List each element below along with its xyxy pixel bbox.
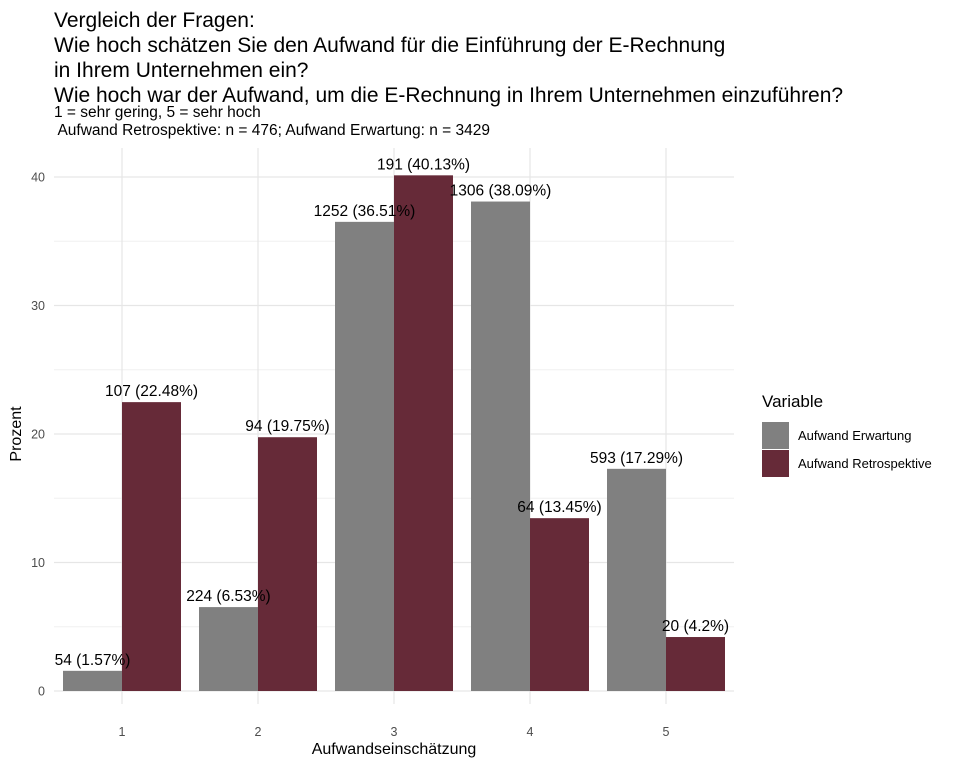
title-line: Wie hoch schätzen Sie den Aufwand für di… bbox=[54, 34, 726, 57]
bar-erwartung-1 bbox=[63, 670, 122, 691]
x-axis-label: Aufwandseinschätzung bbox=[312, 741, 477, 758]
y-tick-label: 30 bbox=[31, 299, 45, 313]
legend-title: Variable bbox=[762, 392, 824, 411]
bar-data-label: 593 (17.29%) bbox=[590, 450, 683, 467]
bar-erwartung-5 bbox=[607, 468, 666, 691]
chart-title: Vergleich der Fragen: Wie hoch schätzen … bbox=[54, 8, 843, 108]
x-axis-ticks: 1 2 3 4 5 bbox=[119, 725, 670, 739]
y-axis-ticks: 0 10 20 30 40 bbox=[31, 171, 45, 699]
legend-item-retrospektive: Aufwand Retrospektive bbox=[762, 450, 932, 477]
bar-erwartung-3 bbox=[335, 221, 394, 691]
bar-data-label: 1252 (36.51%) bbox=[314, 203, 416, 220]
legend-key-erwartung bbox=[762, 422, 789, 449]
title-line: Vergleich der Fragen: bbox=[54, 9, 255, 32]
x-tick-label: 1 bbox=[119, 725, 126, 739]
bar-retrospektive-1 bbox=[122, 402, 181, 691]
y-tick-label: 10 bbox=[31, 556, 45, 570]
x-tick-label: 2 bbox=[255, 725, 262, 739]
y-tick-label: 40 bbox=[31, 171, 45, 185]
subtitle-line: Aufwand Retrospektive: n = 476; Aufwand … bbox=[54, 122, 491, 139]
x-tick-label: 3 bbox=[391, 725, 398, 739]
bar-retrospektive-4 bbox=[530, 518, 589, 691]
bar-labels: 54 (1.57%) 224 (6.53%) 1252 (36.51%) 1306 (… bbox=[55, 156, 730, 668]
bars bbox=[63, 175, 725, 692]
bar-erwartung-4 bbox=[471, 201, 530, 691]
legend-label: Aufwand Erwartung bbox=[798, 428, 912, 443]
y-tick-label: 0 bbox=[38, 685, 45, 699]
title-line: Wie hoch war der Aufwand, um die E-Rechn… bbox=[54, 84, 844, 107]
bar-data-label: 54 (1.57%) bbox=[55, 652, 131, 669]
legend-item-erwartung: Aufwand Erwartung bbox=[762, 422, 932, 449]
bar-erwartung-2 bbox=[199, 607, 258, 691]
bar-retrospektive-5 bbox=[666, 637, 725, 691]
legend-key-retrospektive bbox=[762, 450, 789, 477]
y-tick-label: 20 bbox=[31, 428, 45, 442]
bar-data-label: 1306 (38.09%) bbox=[450, 183, 552, 200]
x-tick-label: 4 bbox=[527, 725, 534, 739]
x-tick-label: 5 bbox=[663, 725, 670, 739]
title-line: in Ihrem Unternehmen ein? bbox=[54, 59, 309, 82]
bar-data-label: 64 (13.45%) bbox=[517, 499, 601, 516]
bar-retrospektive-3 bbox=[394, 175, 453, 692]
bar-data-label: 224 (6.53%) bbox=[186, 588, 270, 605]
bar-data-label: 20 (4.2%) bbox=[662, 618, 729, 635]
subtitle-line: 1 = sehr gering, 5 = sehr hoch bbox=[54, 104, 261, 121]
bar-data-label: 107 (22.48%) bbox=[105, 383, 198, 400]
y-axis-label: Prozent bbox=[8, 406, 25, 462]
chart-subtitle: 1 = sehr gering, 5 = sehr hoch Aufwand R… bbox=[54, 104, 490, 140]
bar-data-label: 191 (40.13%) bbox=[377, 156, 470, 173]
legend: Variable Aufwand Erwartung Aufwand Retro… bbox=[762, 392, 932, 478]
bar-retrospektive-2 bbox=[258, 437, 317, 691]
legend-label: Aufwand Retrospektive bbox=[798, 456, 932, 471]
bar-data-label: 94 (19.75%) bbox=[245, 418, 329, 435]
